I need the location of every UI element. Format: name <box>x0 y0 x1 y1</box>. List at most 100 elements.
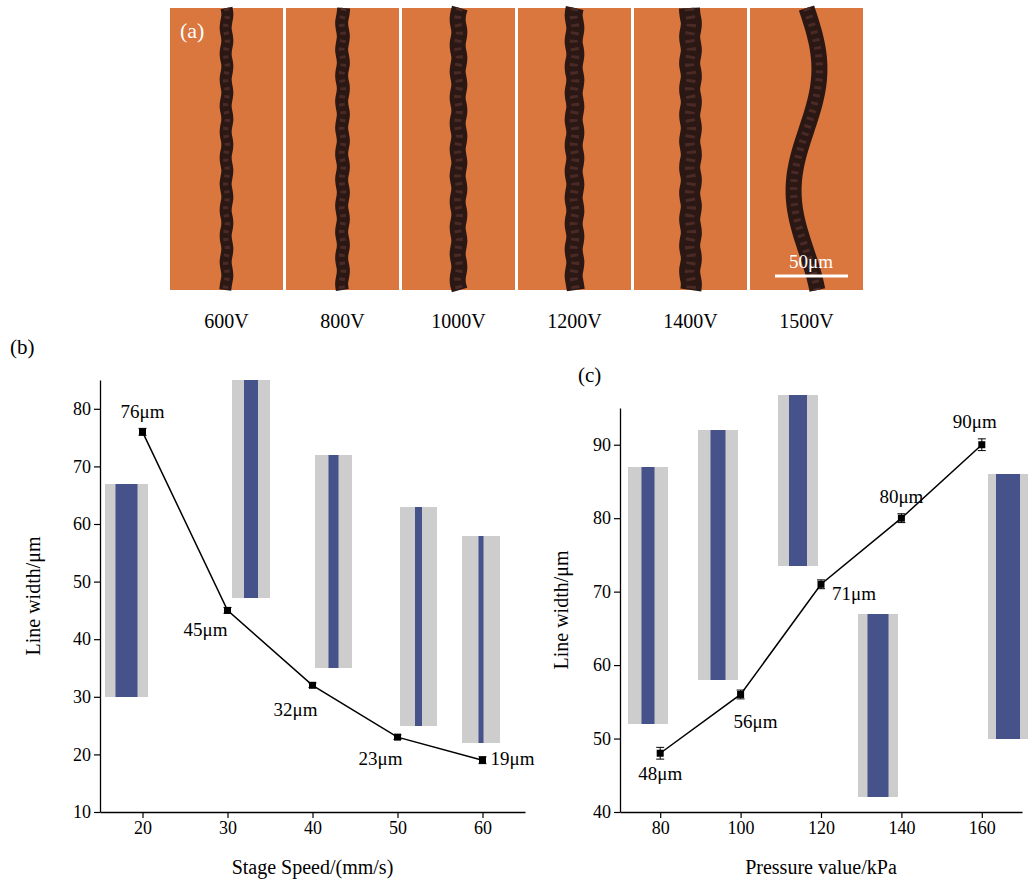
micrograph-ground <box>750 8 863 290</box>
inset-ground <box>628 467 668 724</box>
inset-line <box>479 536 484 743</box>
inset-line <box>244 380 258 598</box>
inset-line <box>116 484 138 697</box>
tick: 80 <box>652 812 670 838</box>
inset-photo <box>628 467 668 724</box>
data-label: 90μm <box>953 411 997 432</box>
error-cap <box>978 438 986 439</box>
tick: 160 <box>969 812 996 838</box>
printed-line <box>574 8 576 290</box>
data-point <box>898 515 905 522</box>
tick-mark <box>614 665 620 666</box>
tick: 70 <box>73 457 100 477</box>
inset-line <box>711 430 726 680</box>
tick-label: 60 <box>593 655 611 675</box>
error-bar <box>479 757 487 764</box>
inset-ground <box>315 455 352 668</box>
printed-line <box>225 8 227 290</box>
axis-line <box>620 409 621 813</box>
y-axis-title: Line width/μm <box>22 536 45 655</box>
chart-panel: 8010012014016040506070809048μm56μm71μm80… <box>550 363 1028 878</box>
inset-ground <box>778 395 818 566</box>
data-line <box>143 432 483 760</box>
tick: 60 <box>73 514 100 534</box>
tick-label: 140 <box>888 818 915 838</box>
error-bar <box>817 580 825 589</box>
error-bar <box>737 690 745 699</box>
tick-mark <box>614 812 620 813</box>
tick-label: 160 <box>969 818 996 838</box>
inset-ground <box>988 474 1028 739</box>
tick-label: 40 <box>73 629 91 649</box>
tick: 50 <box>73 572 100 592</box>
error-bar <box>139 428 147 435</box>
inset-photo <box>858 614 898 797</box>
voltage-label: 1200V <box>547 310 602 332</box>
data-point <box>224 607 231 614</box>
tick: 60 <box>593 655 620 675</box>
error-bar <box>224 608 232 614</box>
tick-label: 20 <box>73 745 91 765</box>
tick-label: 60 <box>73 514 91 534</box>
error-cap <box>817 579 825 580</box>
voltage-label: 800V <box>320 310 365 332</box>
inset-photo <box>988 474 1028 739</box>
y-axis: 405060708090 <box>593 409 621 823</box>
micrograph-tile <box>402 8 515 290</box>
micrograph-ground <box>634 8 747 290</box>
inset-line <box>642 467 655 724</box>
tick: 40 <box>593 802 620 822</box>
tick: 80 <box>593 508 620 528</box>
scale-bar <box>775 275 848 278</box>
tick: 20 <box>73 745 100 765</box>
voltage-label: 1500V <box>779 310 834 332</box>
tick: 20 <box>134 812 152 838</box>
tick-label: 30 <box>73 687 91 707</box>
micrograph-ground <box>170 8 283 290</box>
tick-mark <box>94 466 100 467</box>
plot-marks <box>139 428 487 763</box>
printed-line <box>342 8 344 290</box>
tick-label: 80 <box>593 508 611 528</box>
error-cap <box>737 698 745 699</box>
tick: 50 <box>389 812 407 838</box>
tick-label: 80 <box>652 818 670 838</box>
inset-photo <box>698 430 738 680</box>
data-label: 19μm <box>491 748 535 769</box>
axis-line <box>100 381 101 813</box>
inset-photo <box>462 536 500 743</box>
error-cap <box>656 759 664 760</box>
printed-line <box>689 8 691 290</box>
tick: 30 <box>219 812 237 838</box>
data-point <box>657 750 664 757</box>
error-cap <box>897 513 905 514</box>
tick-mark <box>94 812 100 813</box>
scale-bar-label: 50μm <box>789 251 833 272</box>
tick-mark <box>94 524 100 525</box>
printed-line-texture <box>225 8 227 290</box>
printed-line-texture <box>342 8 344 290</box>
tick-label: 30 <box>219 818 237 838</box>
panel-label: (c) <box>578 363 601 387</box>
inset-photo <box>232 380 270 598</box>
tick-label: 60 <box>474 818 492 838</box>
micrograph-ground <box>518 8 631 290</box>
voltage-label: 600V <box>204 310 249 332</box>
tick: 70 <box>593 582 620 602</box>
data-label: 76μm <box>121 401 165 422</box>
error-cap <box>817 588 825 589</box>
data-label: 23μm <box>359 748 403 769</box>
data-label: 45μm <box>184 619 228 640</box>
micrograph-tile <box>170 8 283 290</box>
tick-mark <box>94 639 100 640</box>
inset-ground <box>105 484 148 697</box>
micrograph-tile <box>750 8 863 290</box>
tick-label: 50 <box>389 818 407 838</box>
printed-line-texture <box>458 8 460 290</box>
voltage-label: 1400V <box>663 310 718 332</box>
inset-ground <box>858 614 898 797</box>
data-point <box>978 441 985 448</box>
tick: 120 <box>808 812 835 838</box>
error-bar <box>978 439 986 451</box>
tick-label: 100 <box>728 818 755 838</box>
